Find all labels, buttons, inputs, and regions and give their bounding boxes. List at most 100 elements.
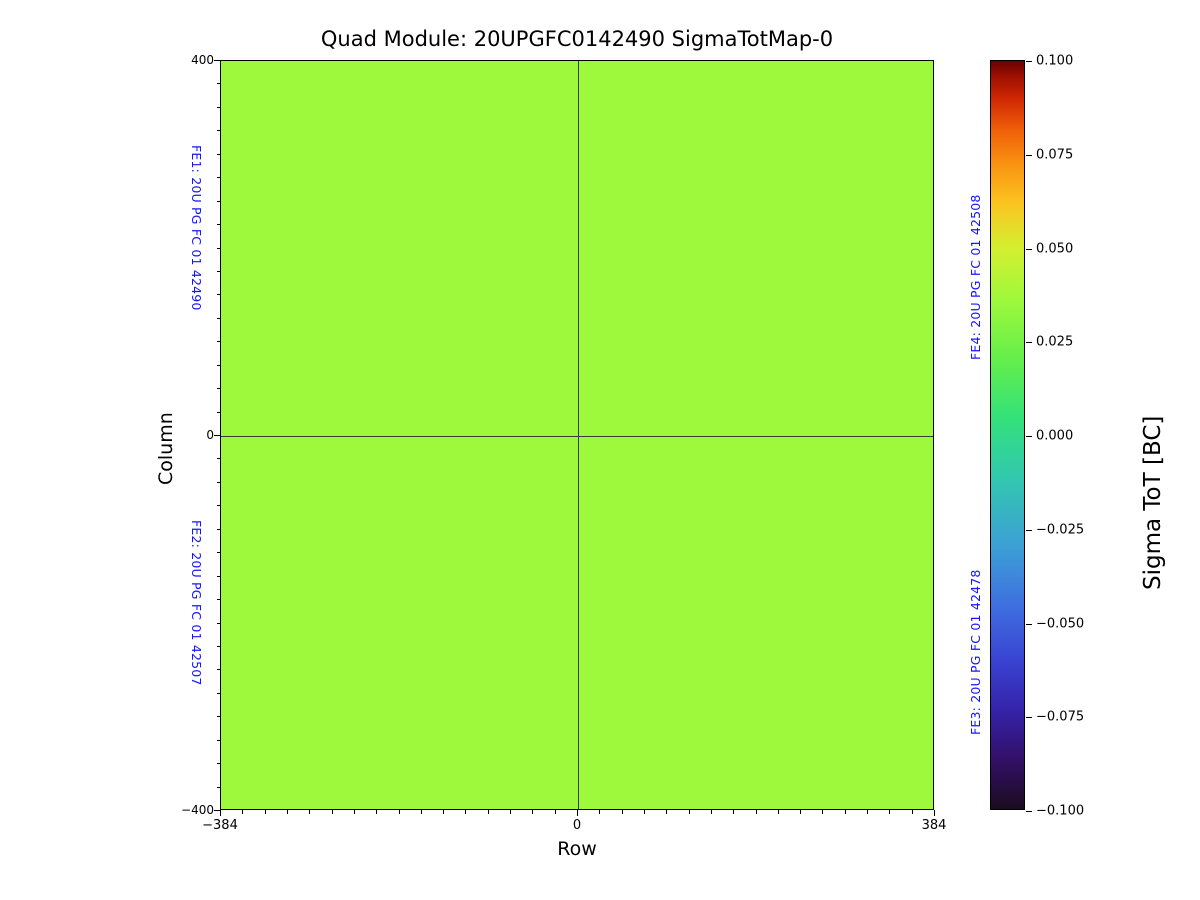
x-tick-minor xyxy=(398,810,400,814)
x-tick-minor xyxy=(487,810,489,814)
x-tick-minor xyxy=(242,810,244,814)
x-tick-minor xyxy=(599,810,601,814)
x-tick-minor xyxy=(286,810,288,814)
x-tick-minor xyxy=(264,810,266,814)
y-tick-minor xyxy=(216,153,220,155)
x-tick-minor xyxy=(443,810,445,814)
y-tick-minor xyxy=(216,341,220,343)
x-ticklabel-mid: 0 xyxy=(572,818,582,833)
y-tick-minor xyxy=(216,224,220,226)
x-tick-minor xyxy=(376,810,378,814)
y-tick-minor xyxy=(216,317,220,319)
colorbar-tick xyxy=(1026,623,1032,625)
x-tick-minor xyxy=(621,810,623,814)
x-tick-minor xyxy=(688,810,690,814)
x-tick-minor xyxy=(822,810,824,814)
y-tick-major xyxy=(214,435,220,437)
y-tick-minor xyxy=(216,575,220,577)
y-tick-minor xyxy=(216,83,220,85)
x-tick-minor xyxy=(867,810,869,814)
quadrant-divider-horizontal xyxy=(221,436,933,437)
x-ticklabel-left: −384 xyxy=(202,818,238,833)
fe4-chip-label: FE4: 20U PG FC 01 42508 xyxy=(968,194,983,360)
x-tick-minor xyxy=(554,810,556,814)
y-tick-minor xyxy=(216,200,220,202)
y-tick-minor xyxy=(216,716,220,718)
y-ticklabel-mid: 0 xyxy=(206,428,214,442)
y-ticklabel-bottom: −400 xyxy=(181,803,214,817)
x-tick-minor xyxy=(510,810,512,814)
colorbar-tick xyxy=(1026,154,1032,156)
y-tick-minor xyxy=(216,388,220,390)
y-tick-minor xyxy=(216,130,220,132)
y-tick-minor xyxy=(216,692,220,694)
x-tick-minor xyxy=(911,810,913,814)
y-tick-minor xyxy=(216,294,220,296)
colorbar-tick xyxy=(1026,717,1032,719)
x-ticklabel-right: 384 xyxy=(921,818,947,833)
heatmap-axes[interactable] xyxy=(220,60,934,810)
x-tick-minor xyxy=(465,810,467,814)
y-tick-minor xyxy=(216,528,220,530)
colorbar-label: Sigma ToT [BC] xyxy=(1140,415,1166,590)
fe1-chip-label: FE1: 20U PG FC 01 42490 xyxy=(189,145,204,311)
quadrant-divider-vertical xyxy=(578,61,579,809)
x-axis-label: Row xyxy=(557,838,597,860)
fe3-chip-label: FE3: 20U PG FC 01 42478 xyxy=(968,569,983,735)
colorbar-ticklabel: 0.025 xyxy=(1036,334,1074,350)
colorbar-ticklabel: 0.050 xyxy=(1036,241,1074,256)
y-tick-minor xyxy=(216,552,220,554)
colorbar[interactable]: 0.100 0.075 0.050 0.025 0.000 −0.025 −0.050 −0.… xyxy=(990,54,1084,819)
x-tick-minor xyxy=(420,810,422,814)
x-tick-minor xyxy=(353,810,355,814)
y-axis-label: Column xyxy=(155,412,177,485)
x-tick-major xyxy=(934,810,936,816)
x-tick-minor xyxy=(331,810,333,814)
x-tick-minor xyxy=(309,810,311,814)
x-tick-minor xyxy=(755,810,757,814)
y-tick-minor xyxy=(216,622,220,624)
colorbar-ticklabel: −0.050 xyxy=(1036,616,1085,631)
x-tick-minor xyxy=(777,810,779,814)
y-tick-minor xyxy=(216,106,220,108)
colorbar-tick xyxy=(1026,811,1032,813)
x-tick-major xyxy=(220,810,222,816)
y-tick-major xyxy=(214,60,220,62)
x-tick-minor xyxy=(800,810,802,814)
x-tick-minor xyxy=(532,810,534,814)
y-tick-minor xyxy=(216,739,220,741)
colorbar-tick xyxy=(1026,61,1032,63)
x-tick-minor xyxy=(889,810,891,814)
x-tick-minor xyxy=(844,810,846,814)
y-tick-minor xyxy=(216,763,220,765)
colorbar-tick xyxy=(1026,248,1032,250)
y-tick-minor xyxy=(216,669,220,671)
colorbar-ticklabel: 0.100 xyxy=(1036,53,1074,69)
x-tick-major xyxy=(577,810,579,816)
y-tick-minor xyxy=(216,411,220,413)
y-tick-minor xyxy=(216,177,220,179)
colorbar-ticklabel: 0.075 xyxy=(1036,147,1074,163)
colorbar-tick xyxy=(1026,436,1032,438)
y-tick-major xyxy=(214,810,220,812)
y-tick-minor xyxy=(216,270,220,272)
x-tick-minor xyxy=(643,810,645,814)
y-tick-minor xyxy=(216,458,220,460)
y-tick-minor xyxy=(216,481,220,483)
colorbar-ticklabel: −0.075 xyxy=(1036,709,1085,725)
x-tick-minor xyxy=(710,810,712,814)
y-tick-minor xyxy=(216,505,220,507)
heatmap-surface xyxy=(221,61,933,809)
y-ticklabel-top: 400 xyxy=(191,53,214,67)
colorbar-ticklabel: 0.000 xyxy=(1036,428,1074,444)
colorbar-tick xyxy=(1026,342,1032,344)
fe2-chip-label: FE2: 20U PG FC 01 42507 xyxy=(189,520,204,686)
page-title: Quad Module: 20UPGFC0142490 SigmaTotMap-… xyxy=(320,27,834,51)
y-tick-minor xyxy=(216,599,220,601)
y-tick-minor xyxy=(216,786,220,788)
y-tick-minor xyxy=(216,247,220,249)
y-tick-minor xyxy=(216,364,220,366)
colorbar-ticklabel: −0.100 xyxy=(1036,803,1085,819)
x-tick-minor xyxy=(733,810,735,814)
